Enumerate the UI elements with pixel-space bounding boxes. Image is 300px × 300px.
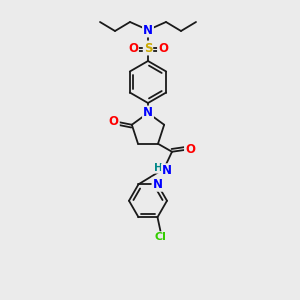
Text: O: O xyxy=(128,41,138,55)
Text: N: N xyxy=(143,23,153,37)
Text: O: O xyxy=(185,143,195,156)
Text: O: O xyxy=(109,115,119,128)
Text: N: N xyxy=(152,178,163,191)
Text: Cl: Cl xyxy=(154,232,166,242)
Text: H: H xyxy=(154,163,162,173)
Text: S: S xyxy=(144,41,152,55)
Text: O: O xyxy=(158,41,168,55)
Text: N: N xyxy=(162,164,172,177)
Text: N: N xyxy=(143,106,153,119)
